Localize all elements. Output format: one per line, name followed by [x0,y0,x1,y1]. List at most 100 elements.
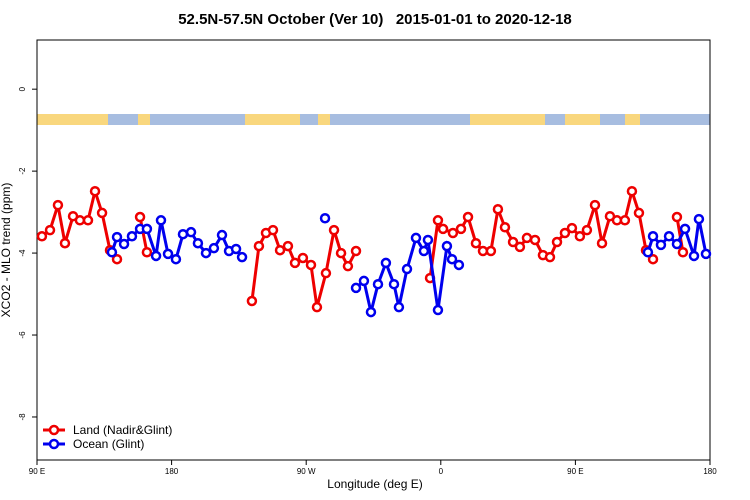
point [589,199,601,211]
point [485,245,497,257]
y-axis-label: XCO2 - MLO trend (ppm) [0,183,13,318]
point [162,248,174,260]
point [236,251,248,263]
point [647,231,659,242]
point [470,237,482,249]
point [177,228,189,240]
y-tick-label: 0 [18,86,27,91]
point [499,222,511,233]
point [118,238,130,250]
land-sea-strip [37,114,710,125]
point [89,185,101,197]
point [566,222,578,234]
point [59,237,71,249]
point [216,229,228,241]
point [700,248,712,260]
point [111,253,123,265]
point [418,245,430,257]
point [380,257,392,269]
point [274,244,286,256]
point [410,232,422,244]
point [170,253,182,265]
point [514,241,526,253]
point [319,212,331,224]
point [455,223,467,235]
point [311,301,323,313]
point [693,213,705,225]
point [350,245,362,257]
point [596,237,608,249]
point [111,231,123,243]
point [671,238,683,250]
point [365,306,377,318]
point [36,231,48,242]
x-tick-label: 90 E [567,467,583,476]
y-tick-label: -2 [18,167,27,175]
point [126,231,138,242]
x-tick-label: 90 E [29,467,45,476]
point [155,215,167,226]
point [507,236,519,248]
point [200,247,212,259]
point [633,207,645,219]
point [350,282,362,294]
point [328,224,340,236]
point [521,232,533,244]
point [74,215,86,226]
point [647,253,659,265]
point [388,278,400,290]
x-tick-label: 180 [703,467,717,476]
point [677,247,689,258]
point [192,237,204,249]
plot-frame [36,39,711,461]
x-tick-label: 0 [439,467,444,476]
point [437,223,449,235]
point [655,239,667,251]
legend-marker [48,438,60,450]
point [581,224,593,236]
point [208,242,220,254]
point [305,259,317,271]
chart-title: 52.5N-57.5N October (Ver 10) 2015-01-01 … [178,11,572,28]
point [282,240,294,252]
point [141,223,153,235]
point [447,227,459,239]
point [96,207,108,219]
point [446,253,458,265]
point [320,267,332,279]
point [106,247,118,258]
point [401,263,413,275]
point [358,275,370,287]
point [679,223,691,235]
legend-marker [48,424,60,436]
point [185,226,197,238]
point [246,295,258,307]
point [150,250,162,262]
point [393,301,405,313]
point [289,257,301,269]
point [44,224,56,236]
point [342,260,354,272]
point [492,203,504,215]
point [335,247,347,259]
y-tick-label: -8 [18,413,27,421]
point [642,247,654,258]
point [297,252,309,264]
point [441,240,453,252]
point [267,224,279,236]
x-tick-label: 90 W [297,467,316,476]
point [82,215,94,226]
x-tick-label: 180 [165,467,179,476]
y-tick-label: -6 [18,331,27,339]
point [372,278,384,290]
point [559,227,571,239]
point [544,251,556,263]
series-line [41,185,685,308]
point [253,240,265,252]
point [52,199,64,211]
legend-label: Ocean (Glint) [73,437,144,451]
point [688,250,700,262]
legend-label: Land (Nadir&Glint) [73,423,172,437]
x-axis-label: Longitude (deg E) [327,477,422,491]
